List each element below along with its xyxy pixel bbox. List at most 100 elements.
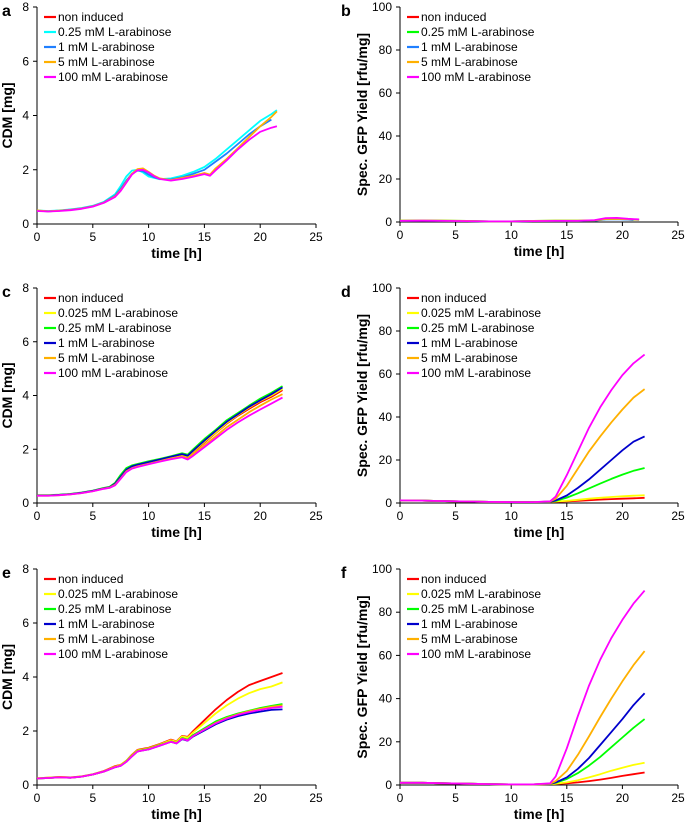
x-tick-label: 25 (671, 228, 685, 242)
panel-label: e (2, 565, 11, 582)
y-tick-label: 80 (379, 324, 393, 338)
x-tick-label: 10 (142, 230, 156, 244)
x-tick-label: 25 (671, 509, 685, 523)
legend-label-2: 1 mM L-arabinose (421, 40, 518, 54)
panel-d: 0 20 40 60 80 100 0 5 10 15 20 25 time [h] Spec. GFP … (341, 281, 685, 540)
x-tick-label: 0 (34, 230, 41, 244)
y-tick-label: 2 (22, 724, 29, 738)
series-line-3 (399, 435, 645, 504)
x-tick-label: 10 (142, 509, 156, 523)
x-axis-title: time [h] (514, 806, 565, 822)
y-tick-label: 20 (379, 453, 393, 467)
legend-label-0: non induced (421, 10, 486, 24)
y-tick-label: 80 (379, 43, 393, 57)
x-tick-label: 20 (254, 509, 268, 523)
panel-b: 0 20 40 60 80 100 0 5 10 15 20 25 time [h] Spec. GFP … (341, 0, 685, 259)
x-tick-label: 10 (505, 791, 519, 805)
y-tick-label: 40 (379, 692, 393, 706)
y-tick-label: 20 (379, 172, 393, 186)
x-tick-label: 0 (34, 509, 41, 523)
series-line-4 (399, 388, 646, 504)
legend-label-3: 1 mM L-arabinose (58, 336, 155, 350)
y-tick-label: 4 (22, 389, 29, 403)
y-tick-label: 0 (385, 496, 392, 510)
y-tick-label: 0 (385, 215, 392, 229)
panel-c: 0 2 4 6 8 0 5 10 15 20 25 time [h] CDM [mg] c non indu… (0, 281, 323, 540)
x-tick-label: 25 (309, 509, 323, 523)
y-tick-label: 60 (379, 648, 393, 662)
x-tick-label: 20 (616, 228, 630, 242)
series-line-4 (400, 650, 646, 786)
legend-label-3: 5 mM L-arabinose (58, 55, 155, 69)
x-tick-label: 20 (254, 791, 268, 805)
legend-label-3: 1 mM L-arabinose (421, 617, 518, 631)
legend-label-1: 0.025 mM L-arabinose (421, 306, 541, 320)
legend-label-2: 1 mM L-arabinose (58, 40, 155, 54)
legend-label-1: 0.025 mM L-arabinose (58, 587, 178, 601)
series-line-0 (37, 389, 283, 497)
legend-label-5: 100 mM L-arabinose (421, 366, 531, 380)
legend-label-4: 100 mM L-arabinose (421, 70, 531, 84)
legend-label-5: 100 mM L-arabinose (58, 647, 168, 661)
legend-label-2: 0.25 mM L-arabinose (58, 602, 172, 616)
x-tick-label: 25 (671, 791, 685, 805)
y-tick-label: 100 (372, 0, 392, 14)
y-axis-title: Spec. GFP Yield [rfu/mg] (354, 33, 370, 196)
y-tick-label: 0 (385, 778, 392, 792)
x-tick-label: 15 (560, 228, 574, 242)
y-tick-label: 100 (372, 562, 392, 576)
x-tick-label: 0 (397, 791, 404, 805)
legend-label-4: 5 mM L-arabinose (421, 632, 518, 646)
legend-label-0: non induced (421, 572, 486, 586)
x-tick-label: 20 (616, 791, 630, 805)
x-tick-label: 10 (505, 509, 519, 523)
y-tick-label: 0 (22, 778, 29, 792)
y-axis-title: CDM [mg] (0, 82, 15, 148)
x-tick-label: 25 (309, 791, 323, 805)
y-tick-label: 100 (372, 281, 392, 295)
panel-label: f (341, 565, 347, 582)
y-tick-label: 6 (22, 335, 29, 349)
legend-label-5: 100 mM L-arabinose (58, 366, 168, 380)
x-tick-label: 15 (198, 791, 212, 805)
series-line-3 (400, 692, 646, 786)
y-axis-title: Spec. GFP Yield [rfu/mg] (354, 314, 370, 477)
x-tick-label: 5 (89, 791, 96, 805)
x-tick-label: 25 (309, 230, 323, 244)
series-line-1 (36, 109, 278, 212)
x-axis-title: time [h] (514, 243, 565, 259)
panel-a: 0 2 4 6 8 0 5 10 15 20 25 time [h] CDM [mg] a non indu… (0, 0, 323, 261)
y-tick-label: 8 (22, 0, 29, 14)
legend-label-4: 5 mM L-arabinose (58, 351, 155, 365)
x-tick-label: 15 (560, 791, 574, 805)
legend-label-4: 100 mM L-arabinose (58, 70, 168, 84)
panel-label: a (2, 3, 11, 20)
series-line-3 (36, 110, 278, 213)
series-line-5 (36, 705, 283, 780)
x-tick-label: 5 (452, 791, 459, 805)
x-tick-label: 10 (142, 791, 156, 805)
x-tick-label: 5 (452, 509, 459, 523)
x-tick-label: 0 (397, 228, 404, 242)
legend-label-1: 0.025 mM L-arabinose (58, 306, 178, 320)
legend-label-4: 5 mM L-arabinose (421, 351, 518, 365)
series-line-1 (36, 681, 283, 780)
panel-f: 0 20 40 60 80 100 0 5 10 15 20 25 time [h] Spec. GFP … (341, 562, 685, 822)
series-line-1 (37, 388, 283, 497)
series-line-4 (399, 216, 640, 223)
legend-label-0: non induced (421, 291, 486, 305)
y-tick-label: 0 (22, 496, 29, 510)
x-tick-label: 5 (89, 230, 96, 244)
legend-label-4: 5 mM L-arabinose (58, 632, 155, 646)
legend-label-5: 100 mM L-arabinose (421, 647, 531, 661)
x-tick-label: 15 (560, 509, 574, 523)
y-axis-title: CDM [mg] (0, 362, 15, 428)
y-tick-label: 0 (22, 217, 29, 231)
panel-label: b (341, 3, 351, 20)
panel-e: 0 2 4 6 8 0 5 10 15 20 25 time [h] CDM [mg] e non indu… (0, 562, 323, 822)
x-tick-label: 15 (198, 230, 212, 244)
